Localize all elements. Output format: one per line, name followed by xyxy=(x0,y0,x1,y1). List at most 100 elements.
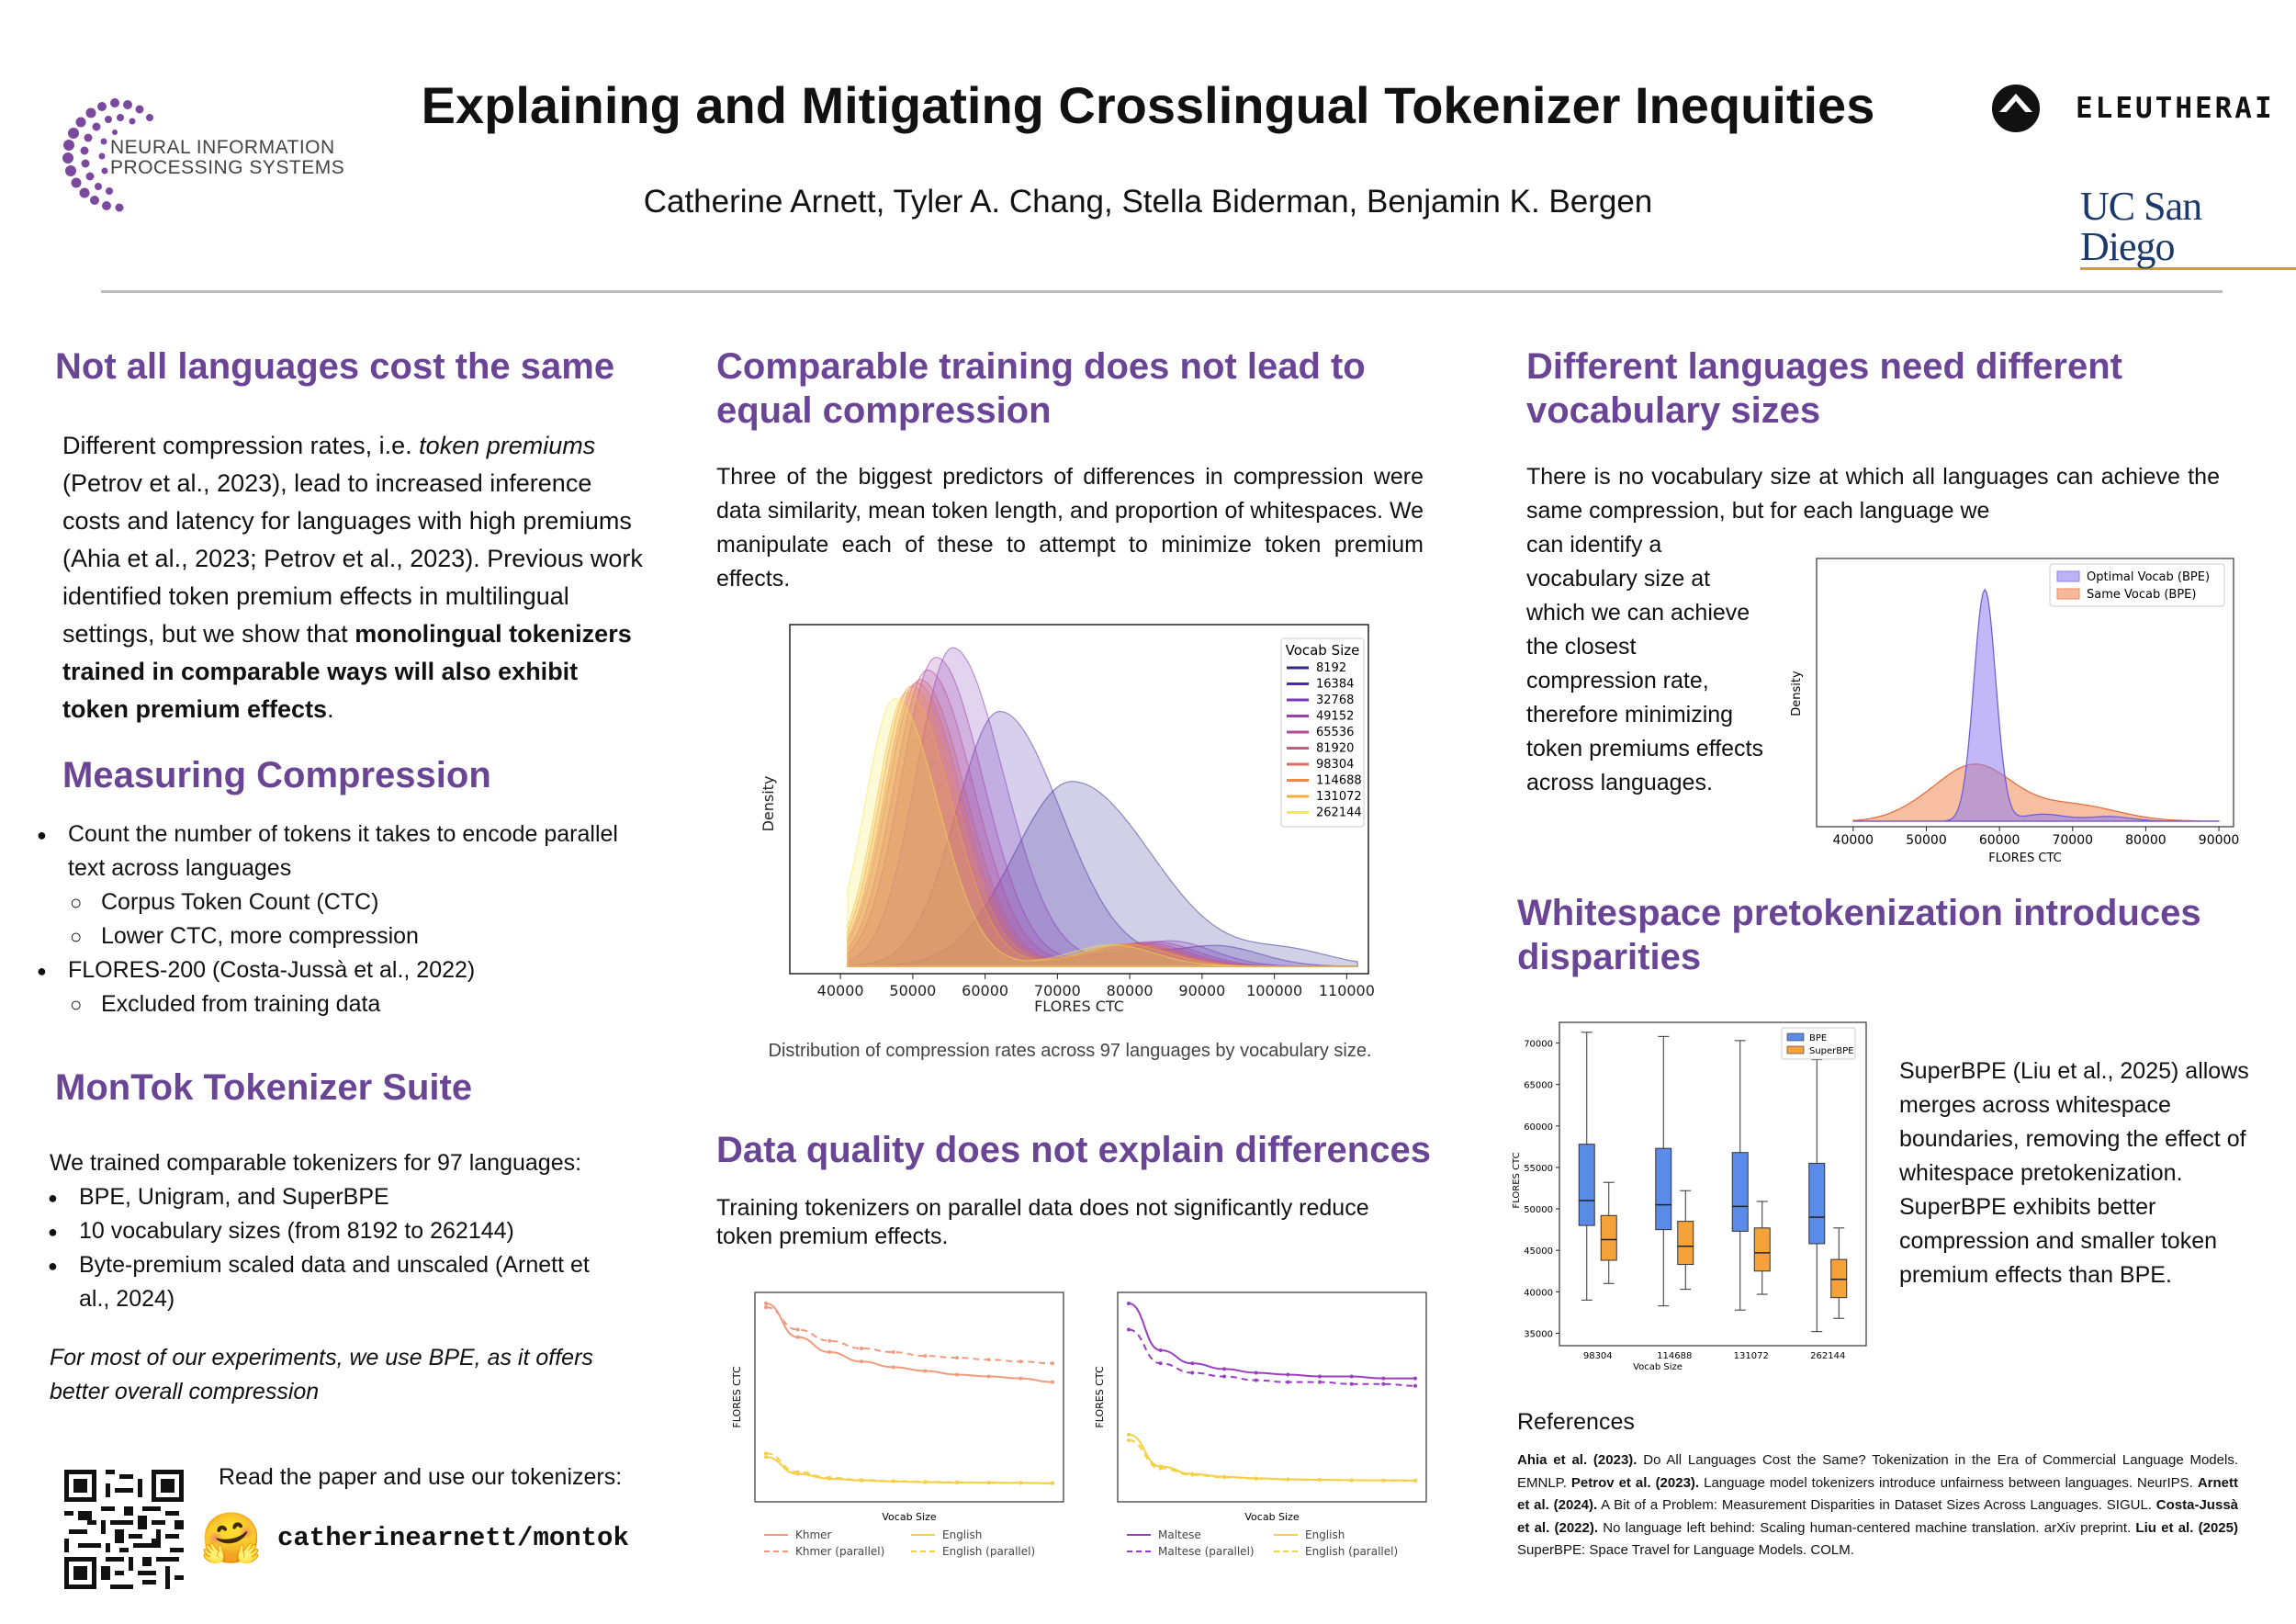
data-point xyxy=(764,1302,768,1305)
data-point xyxy=(1381,1478,1386,1483)
huggingface-icon: 🤗 xyxy=(200,1511,263,1566)
khmer-line-chart: Vocab Size FLORES CTC Khmer Khmer (parallel… xyxy=(731,1291,1064,1558)
repo-link[interactable]: catherinearnett/montok xyxy=(277,1523,629,1553)
cost-text-em: token premiums xyxy=(419,432,596,459)
legend-entry: 16384 xyxy=(1316,678,1354,692)
bpe-superbpe-boxplot: 35000 40000 45000 50000 55000 60000 65000 70000… xyxy=(1512,1021,1867,1372)
data-point xyxy=(1381,1376,1386,1381)
box-superbpe xyxy=(1600,1214,1617,1261)
data-point xyxy=(1254,1370,1258,1375)
data-point xyxy=(1222,1475,1226,1480)
density-area-32768 xyxy=(847,647,1358,967)
data-point xyxy=(1051,1481,1054,1485)
section-title-quality: Data quality does not explain difference… xyxy=(716,1130,1431,1170)
data-point xyxy=(1051,1380,1054,1384)
data-point xyxy=(1318,1380,1322,1384)
x-tick-label: 110000 xyxy=(1319,982,1375,999)
section-title-cost: Not all languages cost the same xyxy=(55,346,615,387)
data-point xyxy=(955,1356,959,1360)
data-point xyxy=(955,1372,959,1377)
data-point xyxy=(827,1338,832,1343)
montok-list: BPE, Unigram, and SuperBPE 10 vocabulary… xyxy=(48,1180,636,1316)
x-tick-label: 40000 xyxy=(817,982,864,999)
ucsd-logo: UC San Diego xyxy=(2080,186,2296,270)
data-point xyxy=(860,1359,863,1364)
legend-entry: Khmer (parallel) xyxy=(795,1545,884,1558)
data-point xyxy=(1222,1367,1226,1371)
y-axis-label: Density xyxy=(762,776,777,832)
legend-entry: BPE xyxy=(1809,1033,1827,1043)
data-point xyxy=(891,1350,895,1355)
y-axis-label: FLORES CTC xyxy=(731,1366,743,1428)
y-tick-label: 65000 xyxy=(1524,1081,1553,1091)
legend-box xyxy=(2049,563,2225,607)
data-point xyxy=(923,1354,928,1359)
poster-authors: Catherine Arnett, Tyler A. Chang, Stella… xyxy=(643,184,1653,220)
reference-text: A Bit of a Problem: Measurement Disparit… xyxy=(1597,1497,2156,1513)
legend-entry: English xyxy=(1305,1528,1345,1541)
header-divider xyxy=(101,290,2223,293)
data-point xyxy=(1158,1348,1163,1352)
legend-entry: English (parallel) xyxy=(942,1545,1035,1558)
data-point xyxy=(795,1327,800,1332)
x-tick-label: 98304 xyxy=(1583,1351,1613,1361)
data-point xyxy=(1158,1466,1163,1471)
legend-swatch xyxy=(2056,588,2080,600)
legend-swatch xyxy=(1786,1032,1805,1042)
series-line-maltese-parallel- xyxy=(1128,1328,1416,1387)
data-point xyxy=(986,1374,991,1379)
density-area-16384 xyxy=(847,710,1358,967)
measuring-item: FLORES-200 (Costa-Jussà et al., 2022) xyxy=(37,953,625,988)
data-point xyxy=(764,1455,768,1460)
qr-code[interactable] xyxy=(64,1470,184,1589)
data-point xyxy=(1286,1372,1290,1377)
data-point xyxy=(1019,1376,1023,1381)
y-tick-label: 45000 xyxy=(1524,1246,1553,1257)
cost-text-bold: monolingual tokenizers trained in compar… xyxy=(62,620,632,723)
density-area-262144 xyxy=(847,697,1358,967)
legend-title: Vocab Size xyxy=(1286,642,1360,659)
data-point xyxy=(1127,1438,1131,1442)
legend-entry: Khmer xyxy=(795,1528,832,1541)
reference-text: Do All Languages Cost the Same? Tokeniza… xyxy=(1517,1452,2238,1491)
x-tick-label: 70000 xyxy=(1034,982,1081,999)
cost-text-1: Different compression rates, i.e. xyxy=(62,432,420,459)
x-tick-label: 60000 xyxy=(1979,833,2020,848)
x-tick-label: 70000 xyxy=(2052,833,2093,848)
y-tick-label: 50000 xyxy=(1524,1205,1553,1215)
legend-entry: 114688 xyxy=(1316,774,1362,788)
eleuther-logo: ELEUTHERAI xyxy=(1988,81,2272,136)
series-line-maltese xyxy=(1128,1303,1415,1380)
y-tick-label: 60000 xyxy=(1524,1122,1553,1133)
legend-entry: Maltese xyxy=(1158,1528,1201,1541)
section-title-montok: MonTok Tokenizer Suite xyxy=(55,1067,473,1108)
data-point xyxy=(795,1335,800,1339)
eleuther-mark-icon xyxy=(1992,85,2040,132)
x-tick-label: 114688 xyxy=(1657,1351,1692,1361)
legend-entry: English xyxy=(942,1528,982,1541)
cost-text-2: (Petrov et al., 2023), lead to increased… xyxy=(62,469,643,648)
reference-text: No language left behind: Scaling human-c… xyxy=(1598,1519,2136,1536)
section-body-quality: Training tokenizers on parallel data doe… xyxy=(716,1195,1369,1249)
section-body-whitespace: SuperBPE (Liu et al., 2025) allows merge… xyxy=(1899,1058,2249,1288)
vocab-density-chart: 40000 50000 60000 70000 80000 90000 100000 1100… xyxy=(762,624,1375,1015)
neurips-line1: NEURAL INFORMATION xyxy=(110,137,335,158)
data-point xyxy=(764,1451,768,1456)
x-tick-label: 40000 xyxy=(1833,833,1874,848)
reference-author: Ahia et al. (2023). xyxy=(1517,1452,1638,1468)
neurips-wordmark: NEURAL INFORMATION PROCESSING SYSTEMS xyxy=(110,138,344,178)
section-body-cost: Different compression rates, i.e. token … xyxy=(62,427,650,728)
box-superbpe xyxy=(1677,1221,1694,1266)
section-title-whitespace: Whitespace pretokenization introduces di… xyxy=(1517,893,2201,977)
reference-author: Arnett et al. (2024). xyxy=(1517,1474,2239,1514)
data-point xyxy=(795,1470,800,1474)
y-tick-label: 35000 xyxy=(1524,1329,1553,1339)
data-point xyxy=(1190,1370,1195,1375)
legend-swatch xyxy=(1786,1045,1805,1054)
eleuther-wordmark: ELEUTHERAI xyxy=(2076,92,2275,125)
plot-frame xyxy=(754,1291,1064,1503)
legend-entry: Optimal Vocab (BPE) xyxy=(2087,570,2210,584)
x-axis-label: FLORES CTC xyxy=(1988,851,2061,865)
data-point xyxy=(1349,1478,1354,1483)
data-point xyxy=(923,1480,928,1484)
